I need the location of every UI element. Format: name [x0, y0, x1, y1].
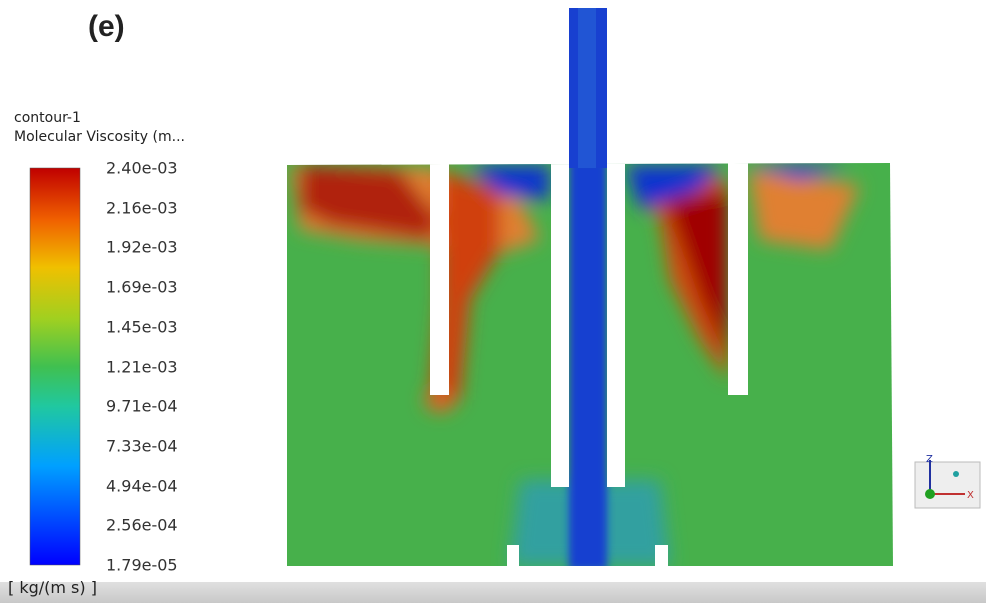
legend-tick-label: 2.56e-04 — [106, 515, 178, 535]
legend-tick-label: 4.94e-04 — [106, 476, 178, 496]
legend-variable: Molecular Viscosity (m... — [14, 129, 185, 145]
axes-triad: Z X — [914, 454, 981, 509]
panel-label: (e) — [88, 10, 125, 43]
legend-tick-label: 2.40e-03 — [106, 158, 178, 178]
legend-tick-label: 1.69e-03 — [106, 277, 178, 297]
legend-tick-label: 7.33e-04 — [106, 436, 178, 456]
contour — [287, 163, 893, 566]
legend-tick-label: 1.79e-05 — [106, 555, 178, 575]
z-label: Z — [926, 454, 933, 465]
status-bar — [0, 582, 986, 603]
legend-tick-label: 1.45e-03 — [106, 317, 178, 337]
x-label: X — [967, 490, 974, 501]
legend-tick-label: 1.21e-03 — [106, 357, 178, 376]
legend-title: contour-1 — [14, 110, 81, 126]
legend-tick-label: 2.16e-03 — [106, 198, 178, 218]
legend-tick-label: 1.92e-03 — [106, 237, 178, 257]
colorbar — [29, 167, 81, 566]
legend-tick-label: 9.71e-04 — [106, 396, 178, 416]
legend-units: [ kg/(m s) ] — [8, 578, 97, 597]
